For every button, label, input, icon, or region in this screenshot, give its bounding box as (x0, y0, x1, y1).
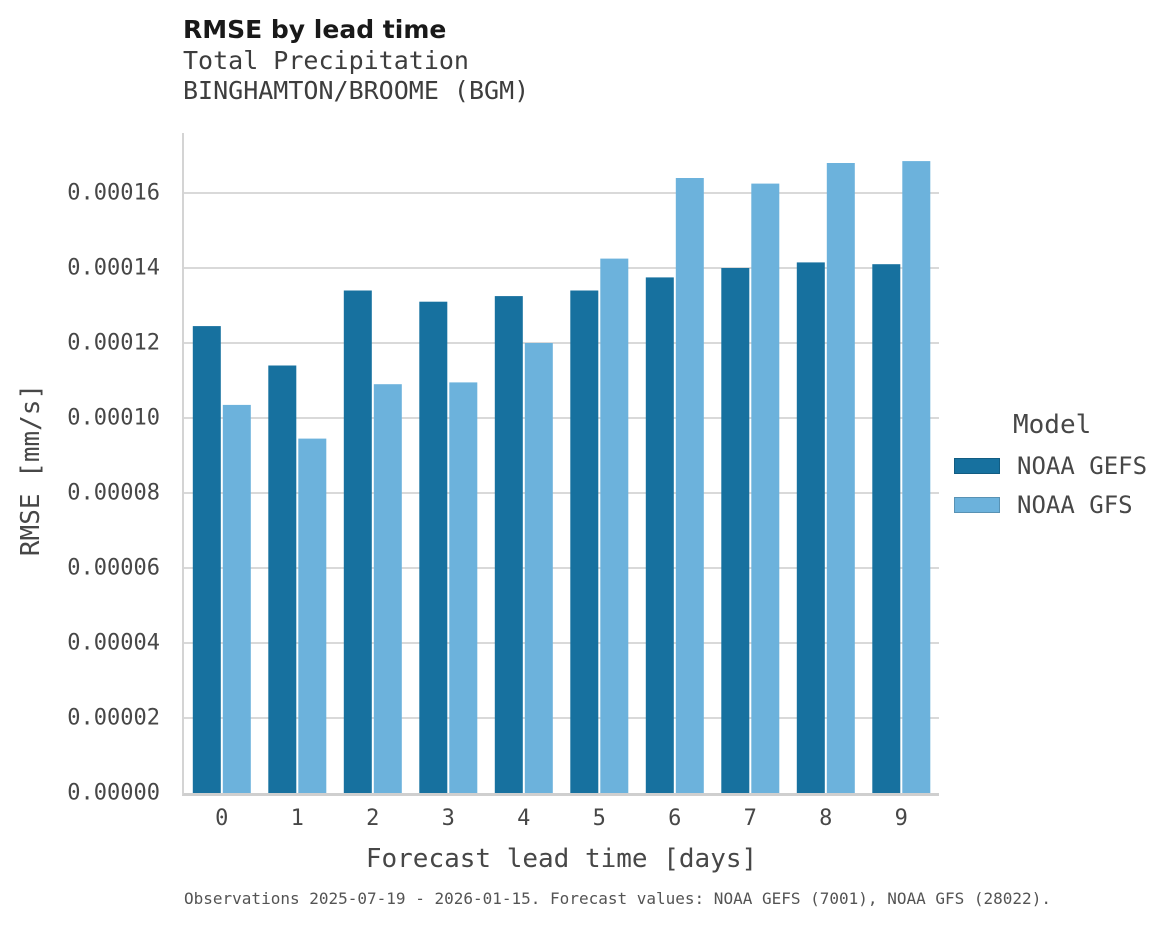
chart-subtitle-variable: Total Precipitation (183, 46, 469, 75)
bar-noaa-gefs-lead-2 (343, 290, 372, 793)
legend-swatch-noaa-gefs-icon (954, 458, 1000, 474)
bar-noaa-gfs-lead-6 (675, 178, 704, 793)
y-tick-label: 0.00016 (67, 180, 160, 206)
bar-noaa-gfs-lead-0 (222, 404, 251, 793)
x-tick-label: 8 (819, 806, 833, 831)
bar-noaa-gfs-lead-4 (524, 343, 553, 793)
y-tick-label: 0.00008 (67, 480, 160, 506)
x-tick-label: 0 (215, 806, 229, 831)
bar-noaa-gfs-lead-3 (449, 382, 478, 793)
legend-item-noaa-gfs: NOAA GFS (954, 491, 1147, 519)
y-axis-tick-labels: 0.00000 0.00002 0.00004 0.00006 0.00008 0.000… (0, 133, 160, 806)
x-tick-label: 6 (668, 806, 682, 831)
y-tick-label: 0.00002 (67, 705, 160, 731)
y-tick-label: 0.00004 (67, 630, 160, 656)
bar-noaa-gefs-lead-9 (872, 264, 901, 793)
legend: Model NOAA GEFS NOAA GFS (954, 410, 1147, 530)
bar-noaa-gfs-lead-5 (600, 258, 629, 793)
x-tick-label: 5 (592, 806, 606, 831)
legend-item-noaa-gefs: NOAA GEFS (954, 452, 1147, 480)
bar-noaa-gfs-lead-7 (751, 183, 780, 793)
x-tick-label: 7 (743, 806, 757, 831)
x-tick-label: 1 (290, 806, 304, 831)
legend-label-noaa-gefs: NOAA GEFS (1017, 452, 1148, 480)
bar-noaa-gefs-lead-3 (419, 301, 448, 793)
legend-label-noaa-gfs: NOAA GFS (1017, 491, 1133, 519)
plot-panel (182, 133, 939, 796)
y-tick-label: 0.00010 (67, 405, 160, 431)
bar-noaa-gefs-lead-1 (268, 365, 297, 793)
bar-noaa-gefs-lead-6 (645, 277, 674, 793)
bar-noaa-gefs-lead-5 (570, 290, 599, 793)
bar-noaa-gfs-lead-9 (902, 161, 931, 793)
bar-noaa-gefs-lead-8 (796, 262, 825, 793)
x-tick-label: 9 (894, 806, 908, 831)
plot-area (184, 161, 939, 793)
bar-noaa-gefs-lead-0 (192, 326, 221, 793)
bar-noaa-gefs-lead-4 (494, 296, 523, 793)
x-axis-tick-labels: 0 1 2 3 4 5 6 7 8 9 (184, 806, 939, 836)
chart-subtitle-location: BINGHAMTON/BROOME (BGM) (183, 76, 530, 105)
bar-noaa-gefs-lead-7 (721, 268, 750, 793)
x-axis-title: Forecast lead time [days] (365, 844, 758, 874)
caption: Observations 2025-07-19 - 2026-01-15. Fo… (184, 889, 1051, 908)
chart-title: RMSE by lead time (183, 15, 447, 44)
legend-swatch-noaa-gfs-icon (954, 497, 1000, 513)
bar-noaa-gfs-lead-8 (826, 163, 855, 793)
y-tick-label: 0.00014 (67, 255, 160, 281)
x-tick-label: 4 (517, 806, 531, 831)
y-tick-label: 0.00000 (67, 780, 160, 806)
legend-title: Model (1013, 410, 1092, 440)
x-tick-label: 3 (441, 806, 455, 831)
y-tick-label: 0.00006 (67, 555, 160, 581)
y-tick-label: 0.00012 (67, 330, 160, 356)
bar-noaa-gfs-lead-2 (373, 384, 402, 793)
bar-noaa-gfs-lead-1 (298, 438, 327, 793)
chart-header: RMSE by lead time Total Precipitation BI… (183, 14, 529, 106)
x-tick-label: 2 (366, 806, 380, 831)
